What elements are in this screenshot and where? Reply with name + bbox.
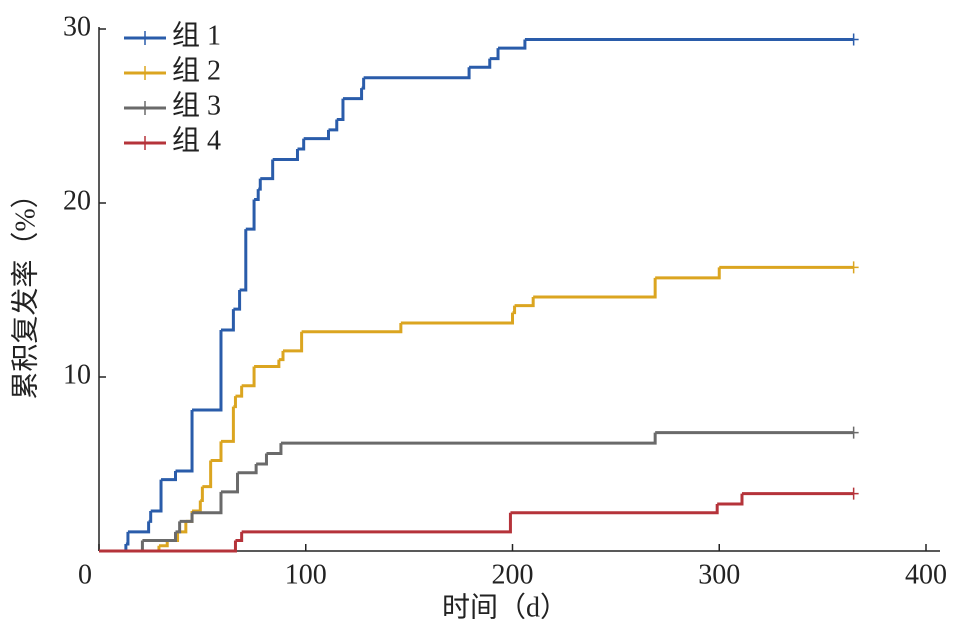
step-segment: [278, 350, 285, 362]
step-segment: [125, 531, 130, 546]
x-tick-label: 100: [285, 559, 327, 590]
legend-label: 组 3: [172, 89, 221, 121]
step-segment: [514, 296, 535, 308]
step-segment: [283, 331, 304, 353]
step-segment: [245, 199, 256, 231]
step-segment: [210, 441, 223, 463]
x-tick-label: 400: [905, 559, 947, 590]
step-segment: [237, 464, 258, 475]
x-axis-label: 时间（d）: [442, 591, 568, 623]
step-segment: [202, 460, 213, 489]
step-segment: [192, 330, 223, 412]
step-segment: [175, 410, 194, 473]
step-segment: [301, 323, 403, 334]
step-segment: [336, 98, 345, 121]
step-segment: [266, 443, 283, 456]
step-segment: [303, 129, 330, 141]
step-segment: [220, 472, 240, 494]
y-tick-label: 10: [63, 359, 91, 390]
step-segment: [175, 521, 182, 534]
step-segment: [848, 33, 859, 46]
step-segment: [848, 261, 859, 274]
step-segment: [235, 385, 244, 398]
step-segment: [848, 426, 859, 439]
step-segment: [533, 277, 657, 299]
step-segment: [258, 178, 262, 191]
step-segment: [179, 512, 194, 523]
step-segment: [99, 540, 144, 553]
step-segment: [192, 500, 202, 513]
legend-label: 组 4: [172, 124, 221, 156]
y-axis-label: 累积复发率（%）: [9, 180, 41, 399]
step-segment: [150, 479, 163, 513]
step-segment: [328, 119, 339, 132]
step-segment: [256, 453, 268, 466]
legend-label: 组 1: [172, 19, 221, 51]
step-segment: [142, 531, 177, 543]
step-segment: [254, 359, 281, 369]
step-segment: [272, 149, 299, 161]
step-segment: [717, 493, 744, 506]
step-segment: [220, 406, 235, 443]
x-tick-label: 300: [698, 559, 740, 590]
step-segment: [99, 540, 237, 553]
step-segment: [469, 58, 492, 69]
step-segment: [239, 229, 248, 292]
x-tick-label: 200: [492, 559, 534, 590]
step-segment: [260, 159, 275, 181]
step-segment: [342, 88, 364, 101]
step-segment: [848, 487, 859, 500]
step-segment: [220, 309, 235, 332]
step-segment: [235, 531, 244, 543]
step-segment: [363, 67, 471, 80]
step-segment: [361, 77, 366, 90]
step-segment: [512, 305, 517, 315]
y-tick-label: 30: [63, 11, 91, 42]
step-segment: [200, 486, 204, 503]
step-segment: [127, 521, 151, 534]
step-segment: [297, 138, 306, 151]
legend-label: 组 2: [172, 54, 221, 86]
step-segment: [161, 470, 177, 482]
step-segment: [280, 432, 657, 445]
step-segment: [510, 504, 719, 515]
step-segment: [241, 366, 256, 388]
step-segment: [233, 396, 237, 409]
step-segment: [254, 189, 260, 202]
y-tick-label: 20: [63, 185, 91, 216]
step-segment: [498, 39, 527, 50]
step-segment: [233, 290, 242, 311]
step-segment: [148, 510, 153, 523]
step-segment: [489, 48, 500, 61]
step-segment: [192, 491, 223, 515]
step-segment: [400, 312, 514, 325]
step-segment: [158, 540, 169, 548]
x-tick-label: 0: [78, 559, 92, 590]
step-segment: [241, 512, 512, 534]
step-segment: [655, 267, 721, 280]
